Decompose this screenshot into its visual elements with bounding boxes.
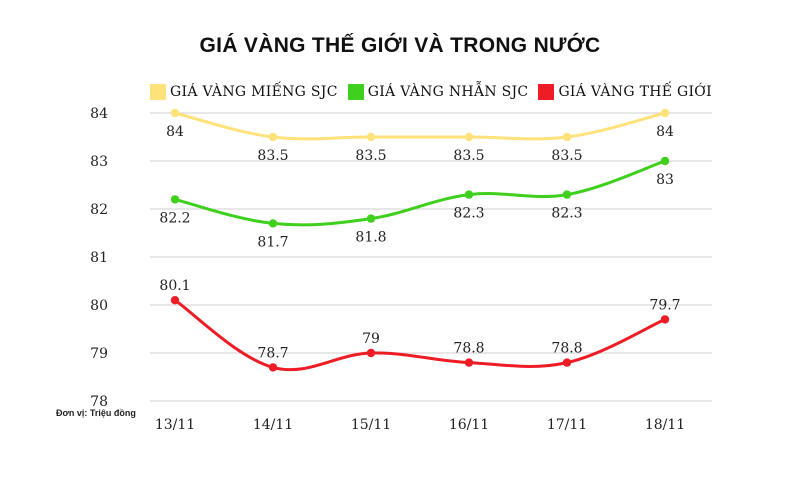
data-label-s2-3: 78.8 bbox=[453, 341, 484, 357]
data-label-s0-2: 83.5 bbox=[355, 148, 386, 164]
data-point-s0-3 bbox=[464, 132, 474, 142]
unit-note: Đơn vị: Triệu đồng bbox=[56, 408, 136, 418]
data-point-s2-3 bbox=[464, 358, 474, 367]
data-point-s2-2 bbox=[366, 348, 376, 358]
data-point-s0-1 bbox=[268, 132, 278, 142]
x-tick-label-14-11: 14/11 bbox=[253, 417, 293, 433]
data-label-s2-1: 78.7 bbox=[257, 345, 288, 361]
data-label-s0-4: 83.5 bbox=[551, 148, 582, 164]
data-label-s1-4: 82.3 bbox=[551, 206, 582, 222]
data-point-s1-3 bbox=[464, 190, 474, 199]
data-label-s2-2: 79 bbox=[362, 331, 380, 347]
data-label-s1-2: 81.8 bbox=[355, 230, 386, 246]
y-tick-label-78: 78 bbox=[90, 394, 108, 410]
legend-label-nhan-sjc: GIÁ VÀNG NHẪN SJC bbox=[367, 84, 529, 100]
data-label-s1-1: 81.7 bbox=[257, 234, 288, 250]
y-tick-label-80: 80 bbox=[90, 298, 108, 314]
data-point-s1-2 bbox=[366, 214, 376, 223]
series-line-0 bbox=[173, 111, 667, 141]
legend-swatch-mieng-sjc bbox=[150, 84, 166, 100]
data-label-s0-5: 84 bbox=[656, 124, 674, 140]
y-tick-label-84: 84 bbox=[90, 106, 108, 122]
x-tick-label-15-11: 15/11 bbox=[351, 417, 391, 433]
legend-swatch-the-gioi bbox=[538, 84, 555, 100]
data-label-s1-3: 82.3 bbox=[453, 206, 484, 222]
legend-label-mieng-sjc: GIÁ VÀNG MIẾNG SJC bbox=[170, 84, 338, 100]
data-label-s0-0: 84 bbox=[166, 124, 184, 140]
x-tick-label-13-11: 13/11 bbox=[155, 417, 195, 433]
data-point-s1-0 bbox=[170, 195, 180, 204]
x-tick-label-18-11: 18/11 bbox=[645, 417, 685, 433]
data-point-s0-4 bbox=[562, 132, 572, 142]
legend-item-the-gioi: GIÁ VÀNG THẾ GIỚI bbox=[538, 84, 712, 100]
data-point-s2-5 bbox=[660, 315, 670, 324]
data-label-s2-4: 78.8 bbox=[551, 341, 582, 357]
data-label-s0-1: 83.5 bbox=[257, 148, 288, 164]
data-point-s2-1 bbox=[268, 363, 278, 372]
data-label-s2-0: 80.1 bbox=[159, 278, 190, 294]
data-label-s0-3: 83.5 bbox=[453, 148, 484, 164]
chart-title: GIÁ VÀNG THẾ GIỚI VÀ TRONG NƯỚC bbox=[199, 34, 601, 57]
data-label-s1-5: 83 bbox=[656, 172, 674, 188]
data-label-s2-5: 79.7 bbox=[649, 297, 680, 313]
series-line-2 bbox=[173, 298, 667, 372]
legend: GIÁ VÀNG MIẾNG SJC GIÁ VÀNG NHẪN SJC GIÁ… bbox=[150, 84, 712, 100]
data-point-s2-4 bbox=[562, 358, 572, 367]
data-point-s1-5 bbox=[660, 156, 670, 166]
data-label-s1-0: 82.2 bbox=[159, 210, 190, 226]
data-point-s0-5 bbox=[660, 108, 670, 118]
data-point-s0-2 bbox=[366, 132, 376, 142]
legend-swatch-nhan-sjc bbox=[347, 84, 364, 100]
series-line-1 bbox=[173, 159, 667, 227]
data-point-s1-4 bbox=[562, 190, 572, 199]
x-tick-label-17-11: 17/11 bbox=[547, 417, 587, 433]
legend-item-mieng-sjc: GIÁ VÀNG MIẾNG SJC bbox=[150, 84, 338, 100]
data-point-s2-0 bbox=[170, 296, 180, 305]
x-tick-label-16-11: 16/11 bbox=[449, 417, 489, 433]
data-point-s0-0 bbox=[170, 108, 180, 118]
data-point-s1-1 bbox=[268, 219, 278, 228]
legend-label-the-gioi: GIÁ VÀNG THẾ GIỚI bbox=[558, 84, 712, 100]
legend-item-nhan-sjc: GIÁ VÀNG NHẪN SJC bbox=[347, 84, 529, 100]
y-tick-label-82: 82 bbox=[90, 202, 108, 218]
y-tick-label-79: 79 bbox=[90, 346, 108, 362]
y-tick-label-83: 83 bbox=[90, 154, 108, 170]
y-tick-label-81: 81 bbox=[90, 250, 108, 266]
